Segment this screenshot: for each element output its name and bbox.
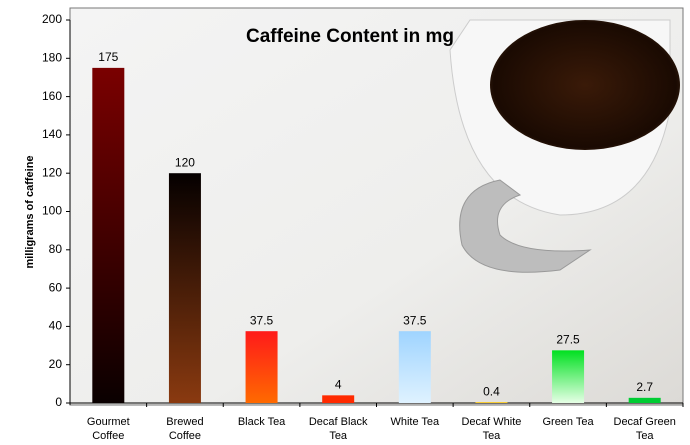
y-tick-label: 120 (42, 165, 62, 179)
bar (552, 350, 584, 403)
y-tick-label: 20 (49, 357, 63, 371)
y-tick-label: 140 (42, 127, 62, 141)
y-axis-label: milligrams of caffeine (24, 155, 36, 268)
chart-title: Caffeine Content in mg (246, 26, 454, 47)
x-tick-label: Gourmet Coffee (73, 415, 143, 443)
y-tick-label: 160 (42, 89, 62, 103)
y-tick-label: 80 (49, 242, 63, 256)
y-tick-label: 200 (42, 12, 62, 26)
y-tick-label: 0 (55, 395, 62, 409)
x-tick-label: Decaf White Tea (456, 415, 526, 443)
bar (629, 398, 661, 403)
y-tick-label: 60 (49, 280, 63, 294)
y-tick-label: 100 (42, 204, 62, 218)
chart-page: Caffeine Content in mg milligrams of caf… (0, 0, 690, 445)
x-tick-label: Brewed Coffee (150, 415, 220, 443)
value-label: 37.5 (250, 313, 274, 327)
bar (246, 331, 278, 403)
value-label: 27.5 (556, 333, 580, 347)
y-tick-label: 40 (49, 319, 63, 333)
x-tick-label: Black Tea (227, 415, 297, 429)
chart: Caffeine Content in mg milligrams of caf… (0, 0, 690, 445)
bar (92, 68, 124, 403)
value-label: 4 (335, 378, 342, 392)
value-label: 2.7 (636, 380, 653, 394)
x-tick-label: White Tea (380, 415, 450, 429)
value-label: 0.4 (483, 384, 500, 398)
value-label: 120 (175, 155, 195, 169)
x-tick-label: Green Tea (533, 415, 603, 429)
bar (322, 395, 354, 403)
bar (475, 402, 507, 403)
x-tick-label: Decaf Green Tea (610, 415, 680, 443)
y-tick-label: 180 (42, 50, 62, 64)
x-tick-label: Decaf Black Tea (303, 415, 373, 443)
bar (169, 173, 201, 403)
bar (399, 331, 431, 403)
value-label: 37.5 (403, 313, 427, 327)
value-label: 175 (98, 50, 118, 64)
